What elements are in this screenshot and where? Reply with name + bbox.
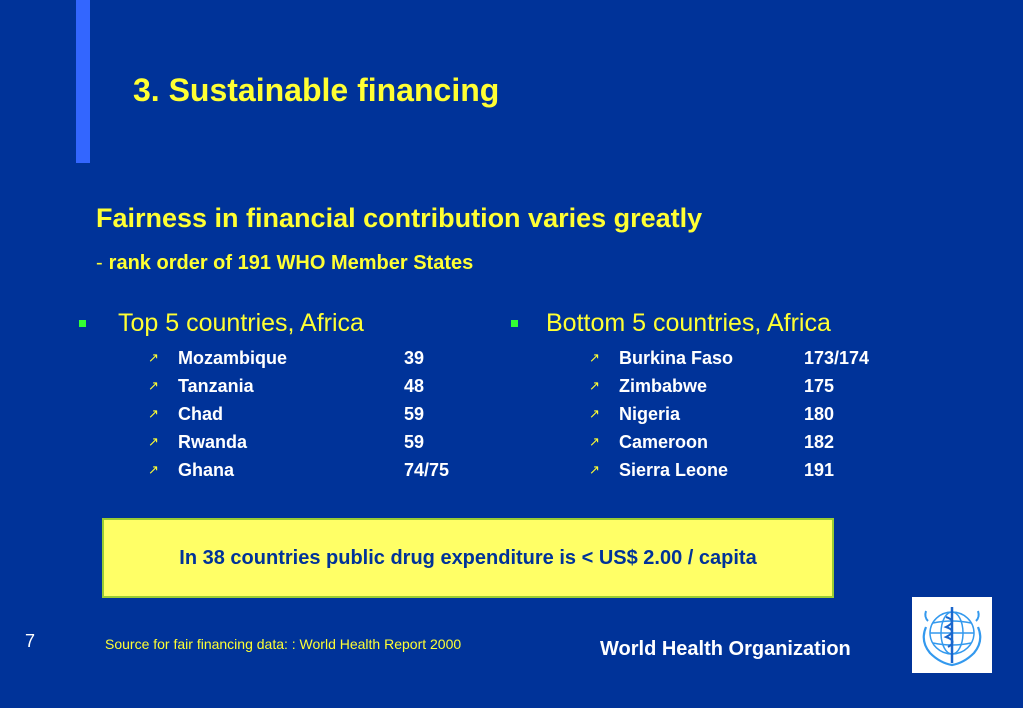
- square-bullet-icon: [79, 319, 86, 327]
- subheading-detail-text: rank order of 191 WHO Member States: [108, 252, 474, 274]
- country-name: Burkina Faso: [619, 347, 734, 368]
- dash: -: [96, 252, 103, 274]
- subheading: Fairness in financial contribution varie…: [96, 203, 703, 233]
- arrow-up-right-icon: ↗: [589, 462, 600, 477]
- list-item: ↗ Tanzania 48: [148, 372, 449, 400]
- bottom-countries-heading: Bottom 5 countries, Africa: [508, 307, 869, 339]
- slide-title: 3. Sustainable financing: [133, 72, 500, 108]
- source-note: Source for fair financing data: : World …: [105, 636, 462, 652]
- page-number: 7: [25, 631, 36, 651]
- top-countries-heading: Top 5 countries, Africa: [76, 307, 449, 339]
- country-rank: 173/174: [804, 347, 870, 368]
- bottom-countries-list: ↗ Burkina Faso 173/174 ↗ Zimbabwe 175 ↗ Niger…: [589, 344, 869, 484]
- subheading-detail: - rank order of 191 WHO Member States: [96, 252, 473, 275]
- country-rank: 39: [404, 347, 425, 368]
- arrow-up-right-icon: ↗: [589, 434, 600, 449]
- country-name: Cameroon: [619, 431, 709, 452]
- who-emblem-icon: [922, 607, 982, 667]
- list-item: ↗ Cameroon 182: [589, 428, 869, 456]
- arrow-up-right-icon: ↗: [148, 462, 159, 477]
- country-rank: 59: [404, 431, 425, 452]
- accent-bar: [76, 0, 90, 163]
- list-item: ↗ Ghana 74/75: [148, 456, 449, 484]
- who-logo: [912, 597, 992, 673]
- bottom-countries-column: Bottom 5 countries, Africa ↗ Burkina Faso…: [508, 307, 869, 484]
- arrow-up-right-icon: ↗: [148, 434, 159, 449]
- country-name: Ghana: [178, 459, 235, 480]
- country-rank: 74/75: [404, 459, 450, 480]
- list-item: ↗ Rwanda 59: [148, 428, 449, 456]
- list-item: ↗ Nigeria 180: [589, 400, 869, 428]
- country-name: Nigeria: [619, 403, 681, 424]
- country-name: Zimbabwe: [619, 375, 708, 396]
- country-name: Sierra Leone: [619, 459, 729, 480]
- arrow-up-right-icon: ↗: [589, 350, 600, 365]
- arrow-up-right-icon: ↗: [589, 378, 600, 393]
- country-rank: 180: [804, 403, 835, 424]
- square-bullet-icon: [511, 319, 518, 327]
- list-item: ↗ Chad 59: [148, 400, 449, 428]
- list-item: ↗ Sierra Leone 191: [589, 456, 869, 484]
- highlight-box: In 38 countries public drug expenditure …: [102, 518, 834, 598]
- arrow-up-right-icon: ↗: [589, 406, 600, 421]
- arrow-up-right-icon: ↗: [148, 406, 159, 421]
- list-item: ↗ Mozambique 39: [148, 344, 449, 372]
- country-name: Tanzania: [178, 375, 254, 396]
- country-rank: 175: [804, 375, 835, 396]
- country-name: Chad: [178, 403, 223, 424]
- list-item: ↗ Zimbabwe 175: [589, 372, 869, 400]
- top-countries-column: Top 5 countries, Africa ↗ Mozambique 39 ↗ T…: [76, 307, 449, 484]
- arrow-up-right-icon: ↗: [148, 378, 159, 393]
- organization-name: World Health Organization: [600, 638, 851, 660]
- country-rank: 48: [404, 375, 425, 396]
- country-rank: 59: [404, 403, 425, 424]
- highlight-text: In 38 countries public drug expenditure …: [179, 546, 757, 569]
- country-rank: 191: [804, 459, 835, 480]
- top-countries-title: Top 5 countries, Africa: [118, 308, 364, 337]
- country-name: Mozambique: [178, 347, 288, 368]
- country-name: Rwanda: [178, 431, 248, 452]
- top-countries-list: ↗ Mozambique 39 ↗ Tanzania 48 ↗ Chad 59 ↗ Rwand…: [148, 344, 449, 484]
- country-rank: 182: [804, 431, 835, 452]
- bottom-countries-title: Bottom 5 countries, Africa: [546, 308, 831, 337]
- arrow-up-right-icon: ↗: [148, 350, 159, 365]
- list-item: ↗ Burkina Faso 173/174: [589, 344, 869, 372]
